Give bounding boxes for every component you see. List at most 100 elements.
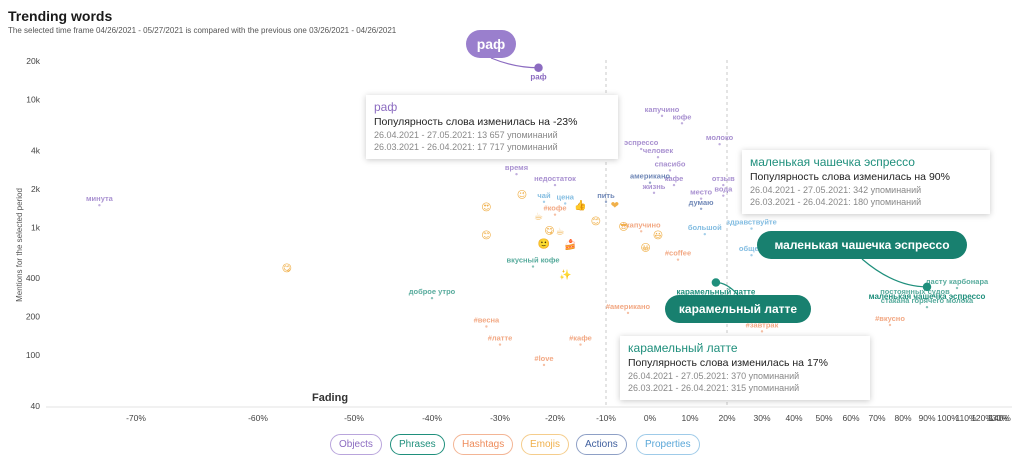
- emoji-point[interactable]: 😋: [282, 264, 292, 275]
- emoji-point[interactable]: 😊: [591, 217, 601, 228]
- chart-point-hashtags[interactable]: #капучино: [622, 220, 661, 233]
- chart-point-objects[interactable]: отзыв: [712, 174, 735, 187]
- emoji-point[interactable]: ☕: [534, 212, 543, 223]
- chart-point-objects[interactable]: место: [690, 188, 712, 200]
- point-label: здравствуйте: [726, 218, 777, 227]
- tooltip-espresso-change: Популярность слова изменилась на 90%: [750, 171, 950, 183]
- point-marker: [626, 311, 630, 315]
- emoji-point[interactable]: ✨: [559, 269, 571, 281]
- legend-hashtags-button[interactable]: Hashtags: [453, 434, 514, 455]
- x-tick-label: 120%: [971, 413, 993, 423]
- point-marker: [531, 265, 535, 268]
- highlight-connector: [715, 281, 739, 296]
- point-marker: [485, 325, 488, 328]
- chart-point-objects[interactable]: минута: [86, 194, 114, 207]
- emoji-point[interactable]: 😊: [481, 230, 491, 241]
- emoji-point[interactable]: 😋: [544, 226, 554, 237]
- chart-point-hashtags[interactable]: #кафе: [569, 334, 592, 346]
- x-tick-label: -10%: [596, 413, 616, 423]
- chart-point-objects[interactable]: время: [505, 163, 528, 176]
- chart-point-hashtags[interactable]: #завтрак: [746, 320, 779, 333]
- emoji-point[interactable]: 😉: [517, 190, 527, 201]
- chart-point-properties[interactable]: большой: [688, 223, 722, 236]
- emoji-point[interactable]: 😃: [653, 230, 663, 241]
- chart-point-objects[interactable]: капучино: [645, 105, 680, 118]
- point-label: спасибо: [655, 159, 686, 168]
- tooltip-raf-previous: 26.03.2021 - 26.04.2021: 17 717 упоминан…: [374, 142, 558, 152]
- y-tick-label: 100: [26, 350, 40, 360]
- chart-point-hashtags[interactable]: #вкусно: [875, 314, 905, 327]
- point-label: #кафе: [569, 334, 592, 343]
- y-axis-ticks: 40 100 200 400 1k 2k 4k 10k 20k: [26, 56, 41, 411]
- chart-point-properties[interactable]: цена: [556, 193, 575, 205]
- chart-point-hashtags[interactable]: #весна: [474, 316, 500, 328]
- chart-point-phrases[interactable]: карамельный латте: [677, 276, 756, 297]
- emoji-point[interactable]: 😎: [618, 222, 628, 233]
- chart-point-hashtags[interactable]: #американо: [606, 302, 651, 315]
- chart-point-hashtags[interactable]: #кофе: [543, 204, 567, 216]
- tooltip-latte-previous: 26.03.2021 - 26.04.2021: 315 упоминаний: [628, 383, 800, 393]
- chart-point-hashtags[interactable]: #love: [534, 354, 554, 367]
- chart-point-phrases[interactable]: ласту карбонара: [926, 277, 989, 290]
- chart-point-actions[interactable]: американо: [630, 172, 671, 184]
- emoji-point[interactable]: 😀: [640, 243, 650, 254]
- x-tick-label: -50%: [344, 413, 364, 423]
- pill-raf[interactable]: раф: [466, 30, 516, 58]
- chart-point-properties[interactable]: общем: [739, 244, 765, 257]
- chart-point-properties[interactable]: здравствуйте: [726, 218, 777, 230]
- point-label: место: [690, 188, 712, 197]
- chart-point-objects[interactable]: жизнь: [642, 182, 666, 195]
- tooltip-raf-current: 26.04.2021 - 27.05.2021: 13 657 упоминан…: [374, 130, 558, 140]
- point-label: человек: [643, 146, 673, 155]
- point-marker: [579, 343, 582, 346]
- emoji-point[interactable]: ❤: [611, 201, 619, 212]
- legend-phrases-button[interactable]: Phrases: [390, 434, 445, 455]
- chart-point-hashtags[interactable]: #coffee: [665, 249, 691, 261]
- point-marker: [553, 183, 557, 187]
- tooltip-raf-change: Популярность слова изменилась на -23%: [374, 116, 578, 128]
- tooltip-espresso: маленькая чашечка эспрессо Популярность …: [742, 150, 990, 214]
- chart-point-objects[interactable]: раф: [530, 61, 547, 82]
- point-marker: [668, 169, 672, 172]
- point-label: постоянных судов: [880, 287, 950, 296]
- chart-point-phrases[interactable]: постоянных судов: [880, 287, 950, 300]
- emoji-point[interactable]: 😍: [481, 203, 491, 214]
- legend-properties-button[interactable]: Properties: [636, 434, 700, 455]
- chart-point-objects[interactable]: человек: [643, 146, 673, 159]
- point-marker: [676, 258, 680, 261]
- emoji-point[interactable]: 🙂: [538, 238, 550, 250]
- pill-latte[interactable]: карамельный латте: [665, 295, 811, 323]
- point-label: кофе: [673, 112, 692, 121]
- emoji-point[interactable]: ☕: [556, 226, 565, 237]
- chart-point-phrases[interactable]: стакана горячего молока: [881, 296, 974, 309]
- highlight-connector: [861, 258, 928, 288]
- pill-espresso[interactable]: маленькая чашечка эспрессо: [757, 231, 967, 259]
- point-label: цена: [556, 193, 574, 202]
- point-label: #капучино: [622, 220, 661, 229]
- chart-grid: [46, 60, 1012, 408]
- point-label: доброе утро: [409, 287, 456, 296]
- chart-point-objects[interactable]: кофе: [673, 112, 692, 125]
- chart-point-actions[interactable]: думаю: [689, 198, 715, 210]
- legend-emojis-button[interactable]: Emojis: [521, 434, 570, 455]
- chart-point-objects[interactable]: недостаток: [534, 174, 576, 187]
- emoji-point[interactable]: 🍰: [564, 238, 576, 251]
- chart-point-actions[interactable]: пить: [597, 191, 615, 204]
- chart-point-phrases[interactable]: доброе утро: [409, 287, 456, 300]
- legend-objects-button[interactable]: Objects: [330, 434, 382, 455]
- chart-point-objects[interactable]: эспрессо: [624, 138, 659, 151]
- point-label: вода: [714, 185, 733, 194]
- chart-point-objects[interactable]: молоко: [706, 133, 734, 146]
- point-marker: [699, 197, 703, 200]
- legend-actions-button[interactable]: Actions: [576, 434, 627, 455]
- emoji-point[interactable]: 👍: [574, 199, 586, 212]
- chart-point-objects[interactable]: вода: [714, 185, 733, 197]
- point-label: время: [505, 163, 528, 172]
- chart-point-hashtags[interactable]: #латте: [488, 334, 513, 346]
- point-label: молоко: [706, 133, 734, 142]
- chart-point-objects[interactable]: кафе: [665, 174, 684, 187]
- point-label: #love: [534, 354, 553, 363]
- chart-point-phrases[interactable]: вкусный кофе: [506, 256, 560, 268]
- chart-point-properties[interactable]: чай: [537, 191, 551, 204]
- chart-point-objects[interactable]: спасибо: [655, 159, 686, 172]
